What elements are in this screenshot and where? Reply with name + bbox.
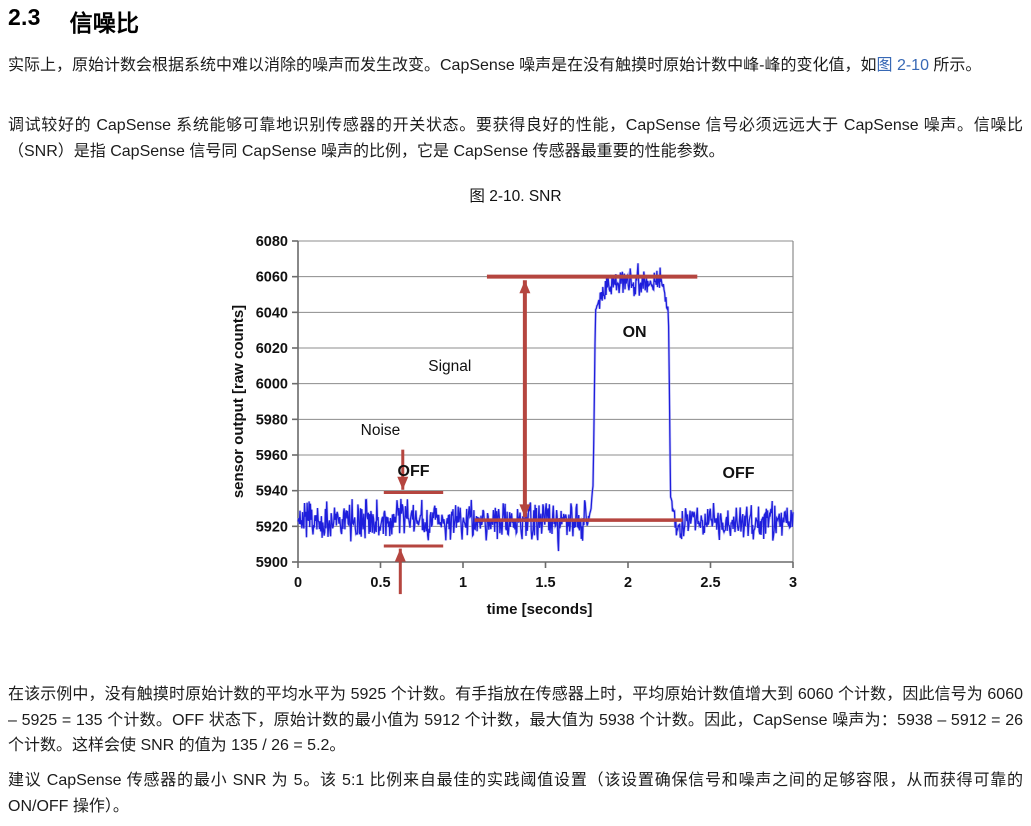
figure-2-10-link[interactable]: 图 2-10 (876, 57, 929, 74)
signal-label: Signal (428, 358, 471, 375)
y-tick-label: 5900 (256, 555, 288, 571)
section-heading: 2.3 信噪比 (8, 4, 139, 38)
x-tick-label: 3 (789, 575, 797, 591)
y-tick-label: 6040 (256, 305, 288, 321)
paragraph-example: 在该示例中，没有触摸时原始计数的平均水平为 5925 个计数。有手指放在传感器上… (8, 686, 1023, 754)
y-tick-label: 5980 (256, 412, 288, 428)
snr-figure: 5900 5920 5940 5960 5980 6000 6020 6040 6060 6080… (225, 222, 825, 642)
paragraph-intro: 实际上，原始计数会根据系统中难以消除的噪声而发生改变。CapSense 噪声是在… (8, 53, 1023, 79)
signal-arrow-head (519, 504, 531, 518)
y-tick-label: 5920 (256, 519, 288, 535)
x-tick-label: 1.5 (535, 575, 555, 591)
section-number: 2.3 (8, 4, 41, 30)
noise-pointer-down-head (397, 476, 409, 490)
noise-pointer-up-head (394, 548, 406, 562)
snr-chart: 5900 5920 5940 5960 5980 6000 6020 6040 6060 6080… (230, 234, 797, 618)
y-tick-label: 5960 (256, 448, 288, 464)
signal-arrow-head (519, 280, 531, 294)
paragraph-intro-text: 实际上，原始计数会根据系统中难以消除的噪声而发生改变。CapSense 噪声是在… (8, 57, 877, 74)
y-tick-label: 6020 (256, 341, 288, 357)
x-tick-label: 2 (624, 575, 632, 591)
y-tick-label: 6000 (256, 377, 288, 393)
x-axis-title: time [seconds] (487, 601, 593, 618)
x-tick-label: 0.5 (370, 575, 390, 591)
x-tick-label: 2.5 (700, 575, 720, 591)
on-label: ON (623, 324, 647, 341)
section-title: 信噪比 (69, 10, 140, 36)
paragraph-intro-tail: 所示。 (928, 57, 982, 74)
paragraph-recommendation: 建议 CapSense 传感器的最小 SNR 为 5。该 5:1 比例来自最佳的… (8, 772, 1023, 815)
x-tick-label: 0 (294, 575, 302, 591)
y-axis-title: sensor output [raw counts] (230, 305, 247, 498)
x-tick-label: 1 (459, 575, 467, 591)
noise-label: Noise (361, 422, 401, 439)
paragraph-snr-definition: 调试较好的 CapSense 系统能够可靠地识别传感器的开关状态。要获得良好的性… (8, 117, 1023, 160)
figure-caption: 图 2-10. SNR (469, 188, 562, 205)
y-tick-label: 6060 (256, 270, 288, 286)
sensor-waveform (297, 263, 794, 552)
off-right-label: OFF (723, 465, 755, 482)
y-tick-label: 6080 (256, 234, 288, 250)
off-left-label: OFF (398, 463, 430, 480)
y-tick-label: 5940 (256, 484, 288, 500)
